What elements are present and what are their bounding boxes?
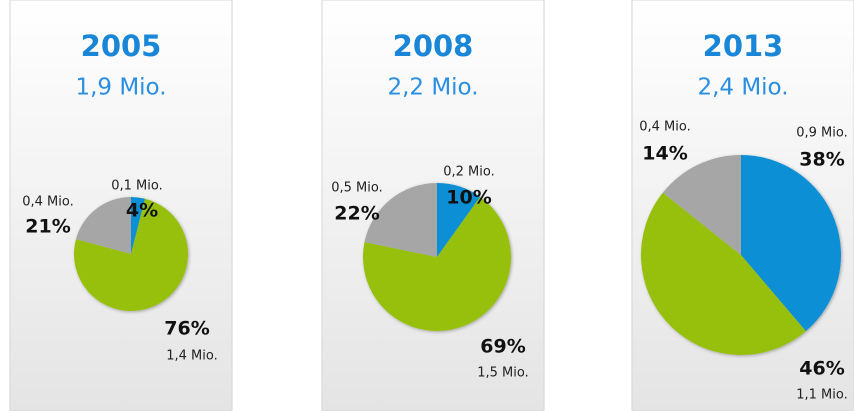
amount-label: 0,4 Mio. <box>639 120 691 135</box>
value-label: 21% <box>25 216 70 238</box>
value-label: 22% <box>334 203 379 225</box>
amount-label: 0,1 Mio. <box>111 179 163 194</box>
pie <box>74 197 188 312</box>
pie-title: 2005 <box>81 29 162 63</box>
amount-label: 0,4 Mio. <box>22 195 74 210</box>
pie-slice <box>662 155 741 255</box>
pie-slice <box>75 197 131 254</box>
pie <box>641 155 841 355</box>
value-label: 10% <box>446 187 491 209</box>
pie-slice <box>741 155 841 332</box>
pie-slice <box>74 198 188 312</box>
amount-label: 0,5 Mio. <box>331 181 383 196</box>
amount-label: 1,5 Mio. <box>477 366 529 381</box>
value-label: 4% <box>126 200 158 222</box>
value-label: 76% <box>164 318 209 340</box>
pie-subtitle: 2,4 Mio. <box>697 75 788 101</box>
amount-label: 0,9 Mio. <box>796 126 848 141</box>
value-label: 46% <box>799 358 844 380</box>
amount-label: 0,2 Mio. <box>443 165 495 180</box>
pie-slice <box>437 183 481 257</box>
pie-slice <box>131 197 146 254</box>
value-label: 14% <box>642 143 687 165</box>
amount-label: 1,1 Mio. <box>796 388 848 403</box>
pie-title: 2008 <box>393 29 474 63</box>
pie-title: 2013 <box>703 29 784 63</box>
value-label: 38% <box>799 149 844 171</box>
amount-label: 1,4 Mio. <box>166 349 218 364</box>
pie-subtitle: 2,2 Mio. <box>387 75 478 101</box>
value-label: 69% <box>480 336 525 358</box>
pie <box>363 183 511 331</box>
pie-subtitle: 1,9 Mio. <box>75 75 166 101</box>
pie-slice <box>641 192 806 355</box>
pie-slice <box>363 196 511 331</box>
pie-slice <box>364 183 437 257</box>
